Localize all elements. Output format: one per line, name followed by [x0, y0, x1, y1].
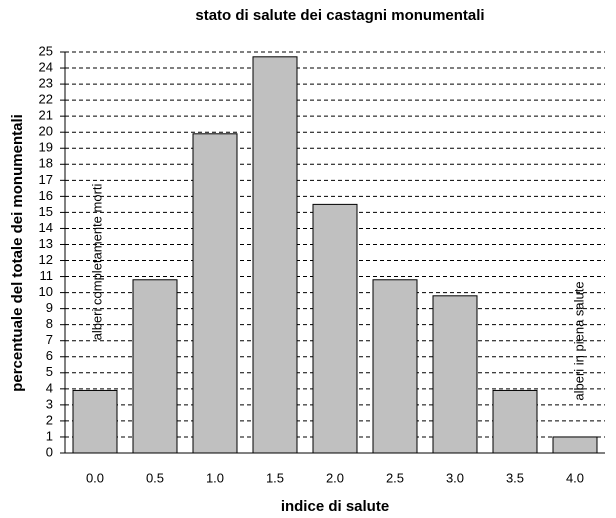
y-axis-label: percentuale del totale dei monumentali [9, 114, 26, 392]
y-tick-label: 13 [39, 236, 53, 251]
y-tick-label: 12 [39, 252, 53, 267]
y-tick-label: 21 [39, 108, 53, 123]
bar [492, 389, 538, 454]
bar [192, 133, 238, 454]
y-tick-label: 8 [46, 316, 53, 331]
bar [132, 279, 178, 454]
bar [432, 295, 478, 454]
y-tick-label: 24 [39, 59, 53, 74]
x-tick-label: 3.5 [506, 470, 524, 485]
y-tick-label: 5 [46, 364, 53, 379]
x-tick-label: 0.0 [86, 470, 104, 485]
bar [252, 56, 298, 454]
y-tick-label: 3 [46, 396, 53, 411]
y-tick-label: 25 [39, 43, 53, 58]
y-tick-label: 18 [39, 156, 53, 171]
y-tick-label: 1 [46, 428, 53, 443]
y-tick-label: 15 [39, 204, 53, 219]
y-tick-label: 14 [39, 220, 53, 235]
y-tick-label: 10 [39, 284, 53, 299]
bar [312, 203, 358, 454]
x-tick-label: 0.5 [146, 470, 164, 485]
x-tick-label: 3.0 [446, 470, 464, 485]
y-tick-label: 23 [39, 76, 53, 91]
x-axis-label: indice di salute [281, 498, 389, 515]
x-tick-label: 1.0 [206, 470, 224, 485]
y-tick-label: 9 [46, 300, 53, 315]
chart-title: stato di salute dei castagni monumentali [195, 7, 484, 24]
y-tick-label: 16 [39, 188, 53, 203]
y-tick-label: 20 [39, 124, 53, 139]
y-tick-label: 2 [46, 412, 53, 427]
annotation: alberi in piena salute [571, 281, 586, 400]
x-tick-label: 2.0 [326, 470, 344, 485]
y-tick-label: 6 [46, 348, 53, 363]
x-tick-label: 1.5 [266, 470, 284, 485]
x-tick-label: 4.0 [566, 470, 584, 485]
annotation: alberi completamente morti [89, 183, 104, 340]
x-tick-label: 2.5 [386, 470, 404, 485]
bar [72, 389, 118, 454]
bar [372, 279, 418, 454]
bar [552, 436, 598, 454]
y-tick-label: 7 [46, 332, 53, 347]
y-tick-label: 22 [39, 92, 53, 107]
y-tick-label: 4 [46, 380, 53, 395]
y-tick-label: 19 [39, 140, 53, 155]
y-tick-label: 11 [40, 268, 54, 283]
y-tick-label: 0 [46, 444, 53, 459]
y-tick-label: 17 [39, 172, 53, 187]
